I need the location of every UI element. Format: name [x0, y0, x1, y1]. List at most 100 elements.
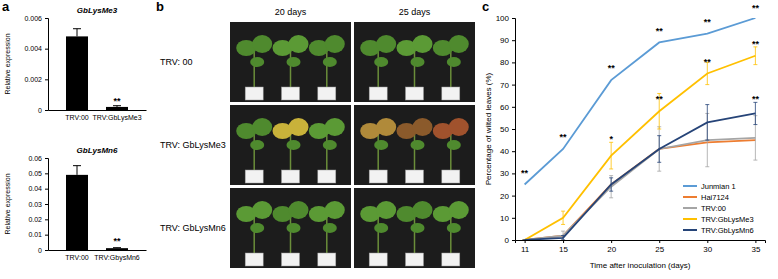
series-line: [525, 138, 756, 240]
plant-leaf: [325, 118, 345, 136]
tick: 0.05: [28, 170, 48, 177]
plant-leaf: [411, 57, 425, 67]
tick-label: 0.06: [28, 155, 42, 162]
error-bar-stem: [563, 236, 564, 240]
tick-mark: [45, 204, 48, 205]
plant-pot: [245, 87, 263, 100]
tick-mark: [512, 196, 515, 197]
tick: 0.002: [24, 76, 48, 83]
error-bar-stem: [563, 211, 564, 224]
plant-pot: [318, 253, 336, 266]
series-line: [525, 113, 756, 240]
plant-leaf: [325, 201, 345, 219]
tick-label: 100: [496, 14, 510, 23]
chart-title: GbLysMe3: [77, 6, 118, 15]
tick: 0.006: [24, 15, 48, 22]
photo-background: [230, 22, 351, 102]
tick: 90: [500, 36, 515, 45]
error-bar-cap: [561, 240, 565, 241]
plant-leaf: [411, 223, 425, 233]
plant-pot: [442, 253, 460, 266]
tick: 10: [500, 214, 515, 223]
tick-label: 80: [500, 58, 509, 67]
x-axis: TRV:00TRV:GbysMn6: [49, 250, 147, 262]
plant-leaf: [374, 223, 388, 233]
tick-label: 11: [521, 245, 530, 254]
tick-label: 25: [655, 245, 664, 254]
tick-label: 0.02: [28, 216, 42, 223]
error-bar-stem: [755, 47, 756, 65]
annotation: **: [113, 236, 121, 246]
error-bar: [73, 166, 81, 175]
plant-pot: [442, 87, 460, 100]
plant-pot: [245, 253, 263, 266]
plant-leaf: [449, 118, 469, 136]
photo-background: [354, 105, 475, 185]
tick: 40: [500, 147, 515, 156]
tick-mark: [45, 110, 48, 111]
series-line: [525, 18, 756, 185]
annotation: **: [752, 94, 760, 104]
error-bar-stem: [611, 176, 612, 198]
tick-mark: [45, 235, 48, 236]
bar: [66, 36, 88, 110]
error-bar-cap: [609, 197, 613, 198]
tick: 0.01: [28, 231, 48, 238]
photo-background: [354, 22, 475, 102]
legend-entry: Hai7124: [683, 193, 729, 202]
error-bar-cap: [705, 84, 709, 85]
error-bar: [705, 105, 709, 141]
tick-label: 0.004: [24, 45, 42, 52]
y-axis-title: Relative expression: [4, 33, 12, 94]
bar: [106, 107, 128, 110]
plant-leaf: [374, 57, 388, 67]
tick-mark: [45, 49, 48, 50]
plant-leaf: [289, 118, 309, 136]
plant-leaf: [289, 201, 309, 219]
panel-label: c: [482, 0, 489, 14]
tick: 80: [500, 58, 515, 67]
error-bar: [657, 136, 661, 163]
tick: 25: [655, 240, 664, 254]
tick-mark: [512, 40, 515, 41]
figure: 00.0020.0040.006TRV:00TRV:GbLysMe3GbLysM…: [0, 0, 778, 279]
bar: [106, 248, 128, 250]
plant-leaf: [287, 57, 301, 67]
tick-mark: [45, 189, 48, 190]
plant-leaf: [323, 57, 337, 67]
tick: 20: [500, 192, 515, 201]
tick-label: 0.03: [28, 201, 42, 208]
tick: 0: [505, 236, 515, 245]
tick-label: 0.002: [24, 76, 42, 83]
error-bar-cap: [657, 162, 661, 163]
error-bar-cap: [523, 240, 527, 241]
annotation: **: [521, 168, 529, 178]
error-bar-cap: [561, 231, 565, 232]
tick: 0.04: [28, 185, 48, 192]
plant-pot: [406, 170, 424, 183]
tick-mark: [512, 173, 515, 174]
chart-title: GbLysMn6: [77, 146, 118, 155]
error-bar-cap: [609, 168, 613, 169]
tick-mark: [707, 240, 708, 243]
error-bar-cap: [753, 160, 757, 161]
legend-label: TRV:GbLysMn6: [701, 226, 754, 235]
legend-swatch: [683, 196, 697, 198]
plant-leaf: [449, 35, 469, 53]
tick: 50: [500, 125, 515, 134]
plant-pot: [442, 170, 460, 183]
error-bar-cap: [657, 129, 661, 130]
error-bar-cap: [609, 191, 613, 192]
photo: [354, 188, 475, 268]
legend: Junmian 1Hai7124TRV:00TRV:GbLysMe3TRV:Gb…: [683, 182, 754, 235]
error-bar: [609, 178, 613, 191]
plant-pot: [369, 87, 387, 100]
tick-label: 60: [500, 103, 509, 112]
error-bar-cap: [753, 124, 757, 125]
axis-line: [516, 241, 766, 244]
tick: 11: [521, 240, 530, 254]
tick: 35: [751, 240, 760, 254]
plant-pot: [318, 87, 336, 100]
tick-mark: [45, 79, 48, 80]
plant-leaf: [447, 57, 461, 67]
